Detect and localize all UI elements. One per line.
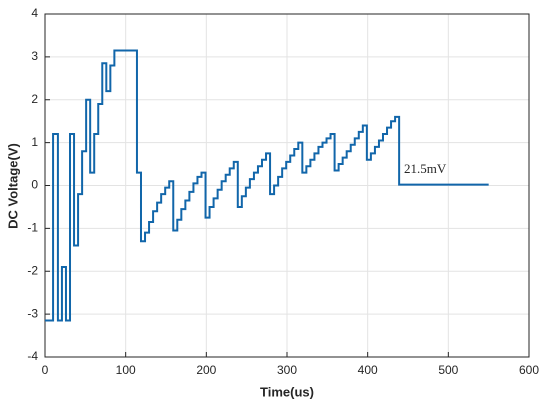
x-tick-label: 0 (42, 363, 49, 377)
y-tick-label: -4 (27, 349, 38, 363)
x-tick-label: 600 (519, 363, 539, 377)
y-tick-label: 1 (31, 135, 38, 149)
annotation: 21.5mV (404, 161, 447, 176)
data-line (45, 49, 489, 322)
x-axis-title: Time(us) (260, 384, 314, 399)
y-tick-label: -2 (27, 263, 38, 277)
y-tick-label: 2 (31, 92, 38, 106)
plot-frame (44, 13, 530, 358)
y-tick-label: -3 (27, 306, 38, 320)
x-tick-label: 100 (116, 363, 136, 377)
y-tick-label: -1 (27, 221, 38, 235)
y-axis-title: DC Voltage(V) (5, 143, 20, 229)
y-tick-label: 4 (31, 6, 38, 20)
x-tick-label: 500 (438, 363, 458, 377)
x-tick-label: 200 (196, 363, 216, 377)
y-tick-label: 0 (31, 178, 38, 192)
x-tick-label: 400 (358, 363, 378, 377)
x-tick-label: 300 (277, 363, 297, 377)
y-tick-label: 3 (31, 49, 38, 63)
